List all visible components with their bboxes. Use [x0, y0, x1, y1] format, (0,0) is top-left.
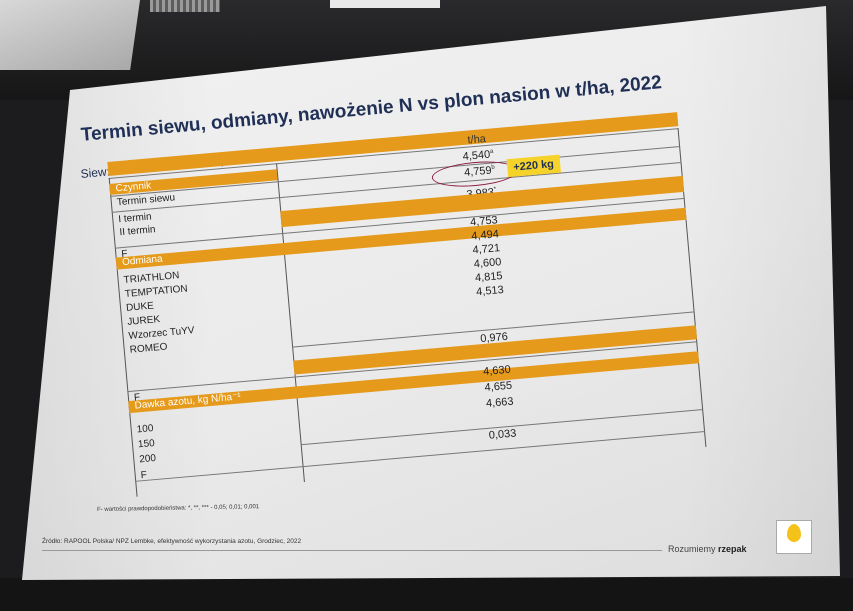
footer-divider	[42, 550, 662, 551]
row-label: 200	[138, 452, 157, 466]
row-label: DUKE	[125, 300, 155, 314]
row-label: ROMEO	[129, 341, 168, 356]
row-label: 100	[136, 423, 154, 436]
oil-drop-icon	[787, 524, 801, 542]
ceiling-vent	[150, 0, 220, 12]
row-label: II termin	[119, 224, 156, 239]
value-cell: 4,663	[485, 395, 515, 410]
tagline: Rozumiemy rzepak	[668, 544, 747, 554]
section-header: Dawka azotu, kg N/ha⁻¹	[134, 391, 242, 412]
section-header-band	[115, 207, 687, 270]
room-floor	[0, 578, 853, 611]
row-label: JUREK	[126, 314, 161, 328]
row-label: TEMPTATION	[124, 283, 189, 300]
row-label: TRIATHLON	[123, 270, 180, 287]
row-label: Wzorzec TuYV	[128, 325, 195, 342]
ceiling-light	[330, 0, 440, 8]
rapool-logo	[776, 520, 812, 554]
source-note: Źródło: RAPOOL Polska/ NPZ Lembke, efekt…	[42, 538, 302, 545]
results-table: t/ha Czynnik Termin siewu I termin II te…	[107, 112, 707, 497]
row-label: I termin	[117, 211, 153, 226]
row-label: 150	[137, 437, 156, 451]
f-label: F	[140, 469, 148, 482]
ceiling-panel	[0, 0, 141, 70]
